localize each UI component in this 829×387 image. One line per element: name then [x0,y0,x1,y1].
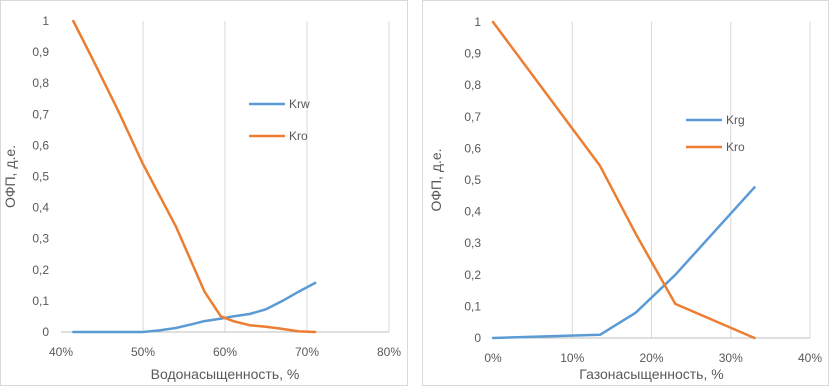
y-tick-label: 0,6 [32,138,49,152]
y-tick-label: 0,3 [464,236,481,250]
chart-svg-water: 40% 50% 60% 70% 80% 0 0,1 0,2 0,3 0,4 0,5 0,6 0,7 0,8… [1,1,409,387]
y-tick-label: 0,9 [464,47,481,61]
y-tick-label: 0,4 [32,201,49,215]
y-tick-label: 0,1 [464,299,481,313]
y-tick-label: 0,2 [464,268,481,282]
legend-label: Krg [726,113,745,127]
y-tick-label: 0,4 [464,205,481,219]
y-tick-label: 0,5 [32,170,49,184]
x-tick-label: 0% [484,351,502,365]
legend-label: Kro [289,129,308,143]
y-tick-label: 0,9 [32,45,49,59]
x-tick-label: 60% [213,345,237,359]
y-axis-title: ОФП, д.е. [428,148,444,211]
chart-panel-gas: 0% 10% 20% 30% 40% 0 0,1 0,2 0,3 0,4 0,5 0,6 0,7 0,8 0… [422,0,829,386]
chart-panel-water: 40% 50% 60% 70% 80% 0 0,1 0,2 0,3 0,4 0,5 0,6 0,7 0,8… [0,0,408,386]
y-tick-label: 1 [474,15,481,29]
legend-label: Krw [289,97,310,111]
x-tick-label: 40% [49,345,73,359]
x-tick-label: 30% [719,351,743,365]
x-tick-label: 40% [798,351,822,365]
y-tick-label: 0,8 [464,78,481,92]
series-line-kro [73,21,315,332]
series-line-kro [493,22,755,338]
y-tick-label: 1 [42,14,49,28]
y-tick-label: 0,6 [464,141,481,155]
x-tick-label: 20% [639,351,663,365]
y-tick-label: 0,7 [32,107,49,121]
x-tick-label: 80% [377,345,401,359]
series-line-krw [73,283,315,332]
y-tick-label: 0,3 [32,232,49,246]
x-axis-title: Водонасыщенность, % [151,366,300,382]
y-tick-label: 0,8 [32,76,49,90]
y-tick-label: 0 [474,331,481,345]
x-tick-label: 70% [295,345,319,359]
y-tick-label: 0,7 [464,110,481,124]
legend-label: Kro [726,140,745,154]
x-tick-label: 50% [131,345,155,359]
x-axis-title: Газонасыщенность, % [579,366,723,382]
x-tick-label: 10% [560,351,584,365]
y-tick-label: 0,1 [32,294,49,308]
chart-svg-gas: 0% 10% 20% 30% 40% 0 0,1 0,2 0,3 0,4 0,5 0,6 0,7 0,8 0… [423,1,829,387]
y-axis-title: ОФП, д.е. [2,145,18,208]
y-tick-label: 0,5 [464,173,481,187]
y-tick-label: 0,2 [32,263,49,277]
y-tick-label: 0 [42,325,49,339]
